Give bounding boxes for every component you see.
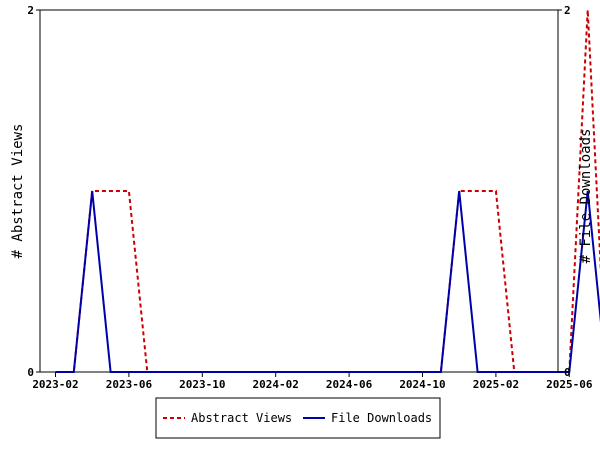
x-tick-label: 2024-02	[253, 378, 299, 391]
x-tick-label: 2023-10	[179, 378, 225, 391]
x-tick-label: 2025-06	[546, 378, 593, 391]
legend: Abstract Views File Downloads	[155, 397, 441, 439]
y-left-tick-label: 0	[27, 366, 34, 379]
y-axis-right-title: # File Downloads	[578, 129, 594, 264]
x-axis: 2023-02 2023-06 2023-10 2024-02 2024-06 2024-…	[32, 372, 593, 391]
y-axis-left-title: # Abstract Views	[10, 124, 26, 259]
y-axes: 0 2 0 2	[27, 4, 570, 379]
legend-label-file-downloads: File Downloads	[331, 411, 432, 425]
x-tick-label: 2024-10	[399, 378, 445, 391]
x-tick-label: 2023-06	[106, 378, 153, 391]
x-tick-label: 2025-02	[473, 378, 519, 391]
y-right-tick-label: 2	[564, 4, 571, 17]
y-right-tick-label: 0	[564, 366, 571, 379]
y-left-tick-label: 2	[27, 4, 34, 17]
series-line-file-downloads	[55, 190, 600, 373]
x-tick-label: 2024-06	[326, 378, 373, 391]
legend-box	[155, 397, 441, 439]
legend-label-abstract-views: Abstract Views	[191, 411, 292, 425]
series-layer	[55, 9, 600, 373]
x-tick-label: 2023-02	[32, 378, 78, 391]
